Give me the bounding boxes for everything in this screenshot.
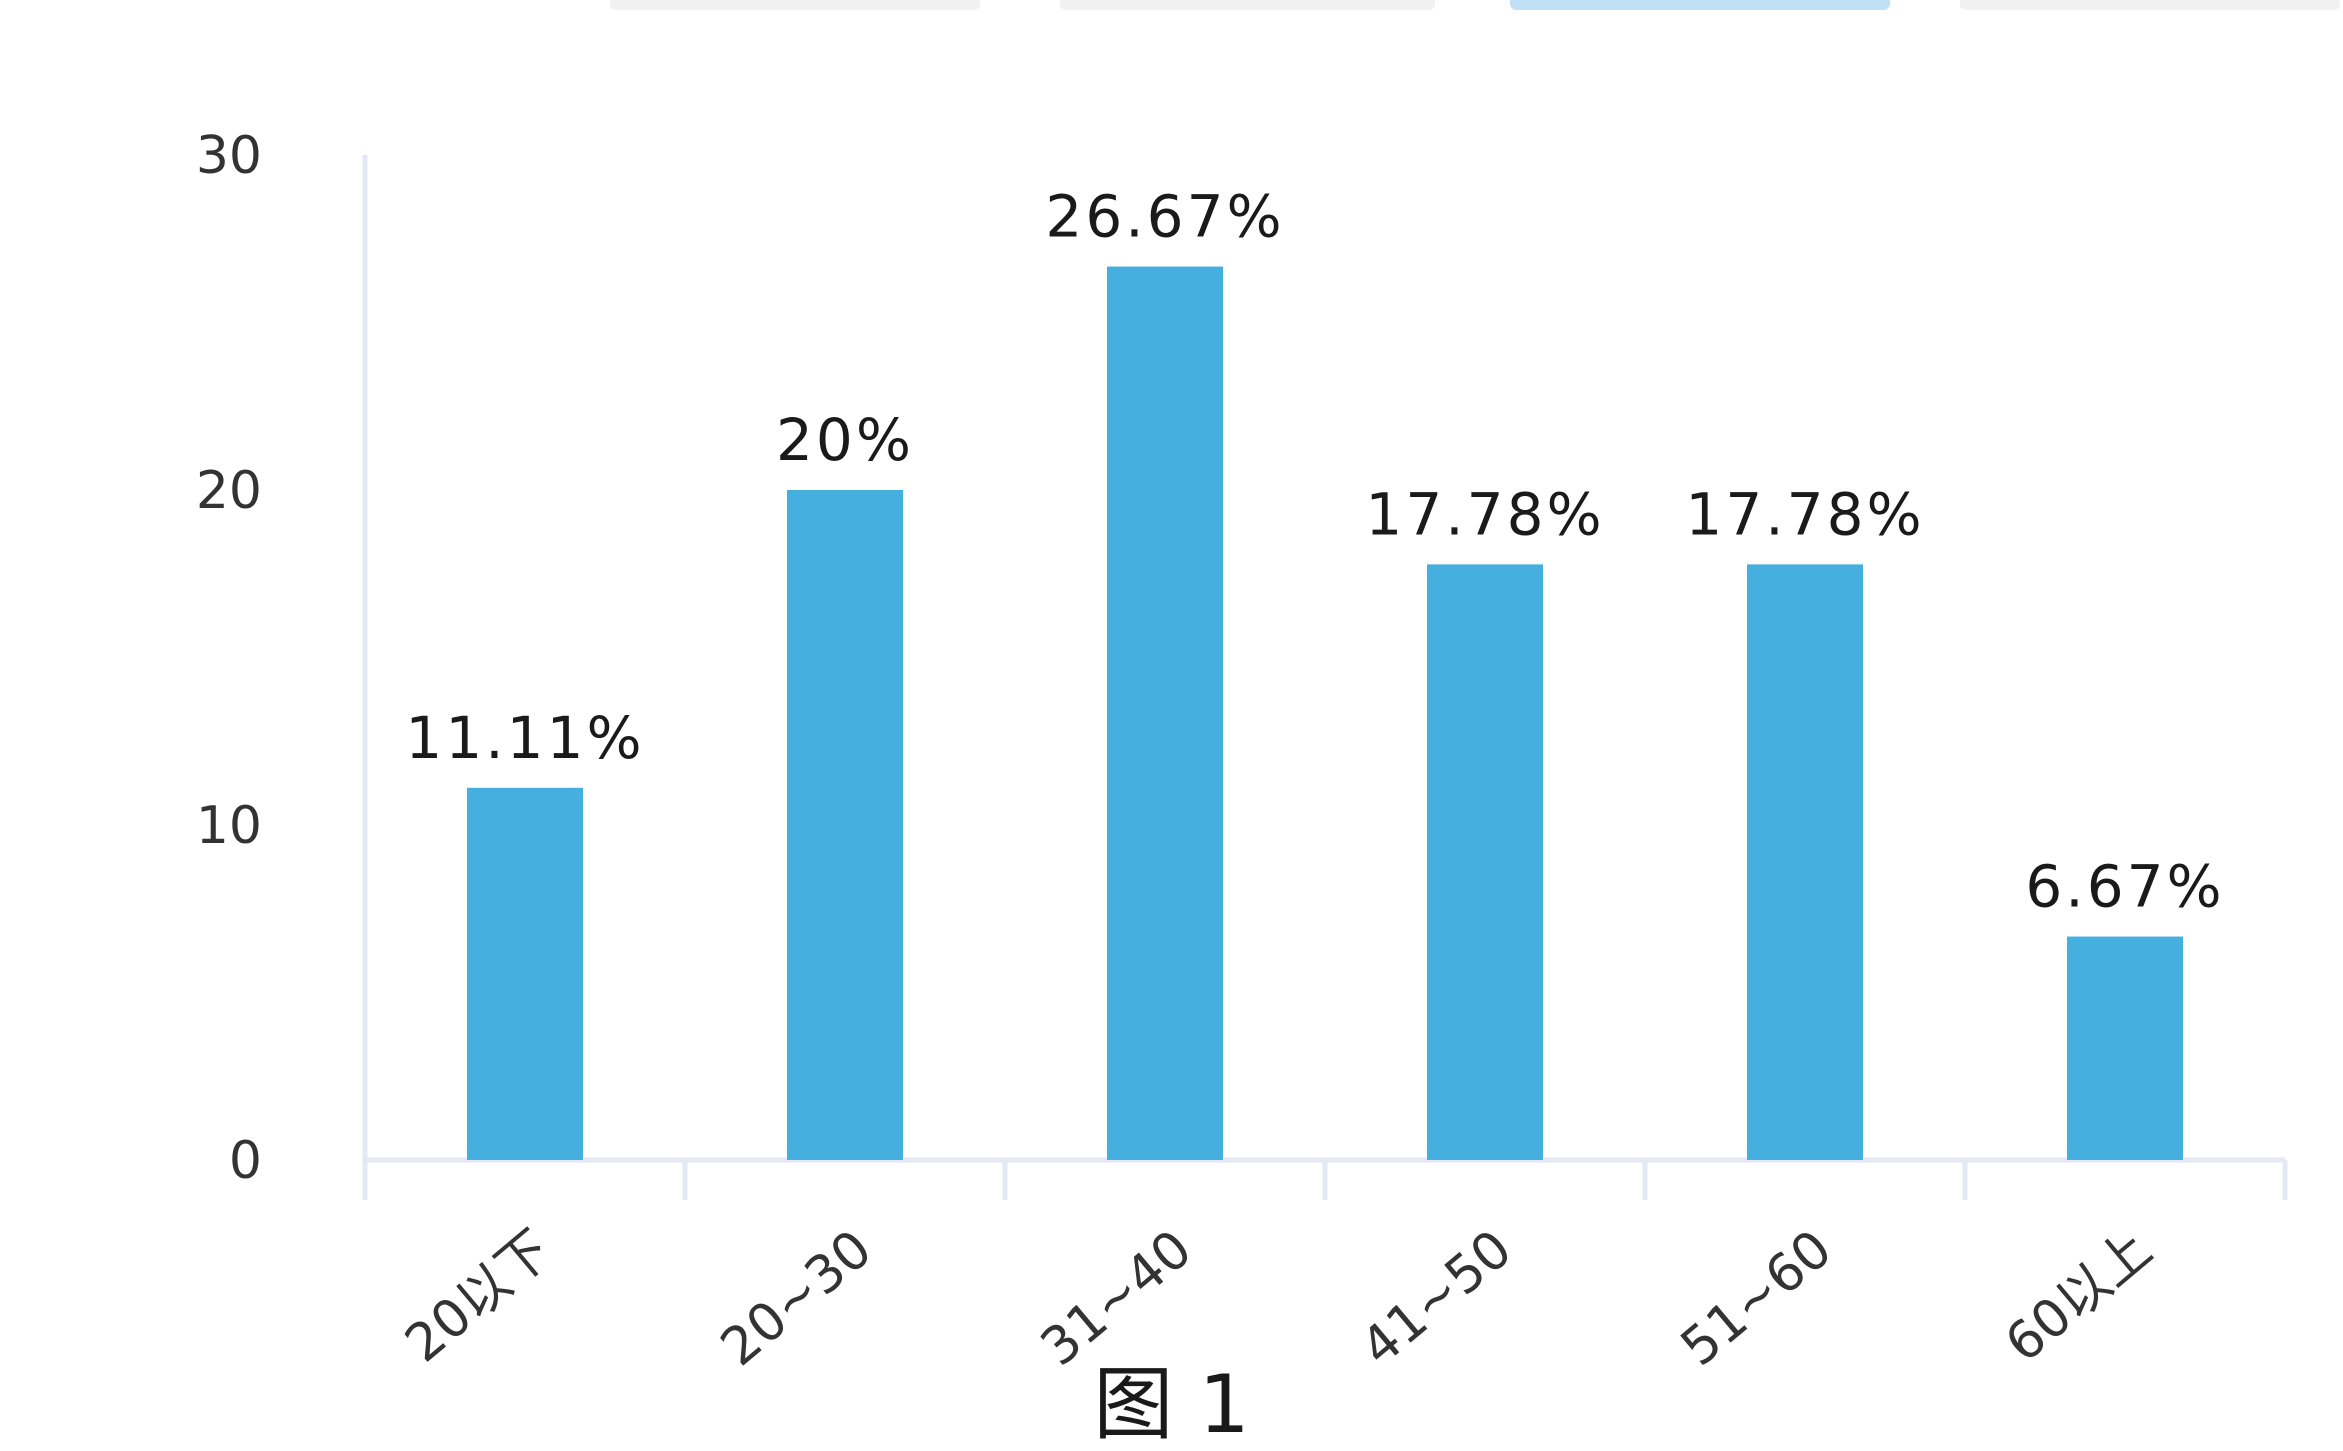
bar <box>1747 564 1863 1160</box>
bar-value-label: 20% <box>776 406 914 474</box>
bar-value-label: 6.67% <box>2025 853 2224 921</box>
x-category-label: 51~60 <box>1670 1219 1843 1378</box>
x-category-label: 41~50 <box>1350 1219 1523 1378</box>
x-category-label: 60以上 <box>1994 1219 2163 1374</box>
y-tick-label: 30 <box>196 126 262 186</box>
bar <box>467 787 583 1160</box>
bar <box>787 490 903 1160</box>
figure-caption: 图 1 <box>1093 1358 1250 1451</box>
category-labels: 20以下 20~30 31~40 41~50 51~60 60以上 <box>394 1219 2163 1378</box>
bars <box>467 266 2183 1160</box>
y-tick-label: 10 <box>196 796 262 856</box>
top-tab-segment <box>1510 0 1890 10</box>
x-category-label: 20~30 <box>710 1219 883 1378</box>
bar-value-label: 17.78% <box>1365 480 1604 548</box>
bar-value-label: 26.67% <box>1045 183 1284 251</box>
bar-value-label: 11.11% <box>405 704 644 772</box>
x-axis <box>362 1157 2288 1200</box>
top-tab-segment <box>610 0 980 10</box>
y-tick-label: 0 <box>229 1131 262 1191</box>
bar <box>1427 564 1543 1160</box>
bar <box>2067 936 2183 1160</box>
y-axis: 0 10 20 30 <box>196 126 368 1191</box>
data-labels: 11.11% 20% 26.67% 17.78% 17.78% 6.67% <box>405 183 2224 921</box>
x-category-label: 31~40 <box>1030 1219 1203 1378</box>
y-tick-label: 20 <box>196 461 262 521</box>
top-tab-segment <box>1960 0 2340 10</box>
x-category-label: 20以下 <box>394 1219 563 1374</box>
bar <box>1107 266 1223 1160</box>
top-tab-segment <box>1060 0 1435 10</box>
bar-value-label: 17.78% <box>1685 480 1924 548</box>
